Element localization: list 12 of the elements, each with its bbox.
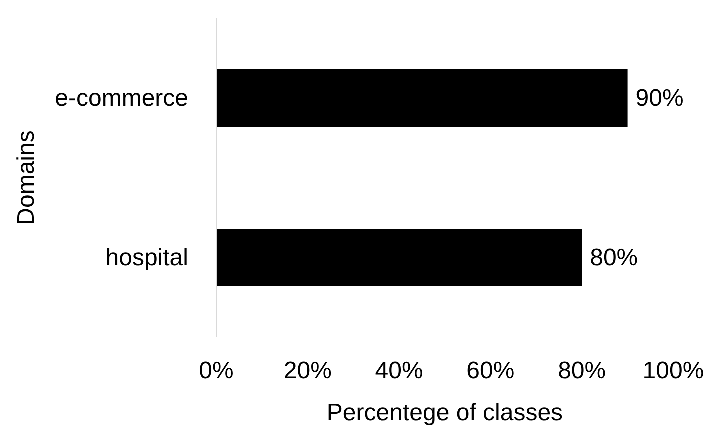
y-tick-label: hospital: [106, 244, 189, 272]
x-tick-label: 0%: [199, 358, 234, 384]
x-tick-label: 80%: [558, 358, 606, 384]
data-label: 90%: [636, 84, 684, 112]
x-tick-label: 100%: [642, 358, 704, 384]
x-tick-label: 20%: [284, 358, 332, 384]
data-label: 80%: [590, 244, 638, 272]
x-tick-label: 40%: [375, 358, 424, 384]
x-axis-title: Percentege of classes: [326, 400, 564, 426]
x-tick-label: 60%: [466, 358, 515, 384]
y-tick-label: e-commerce: [55, 84, 188, 112]
y-axis-title: Domains: [13, 130, 40, 226]
